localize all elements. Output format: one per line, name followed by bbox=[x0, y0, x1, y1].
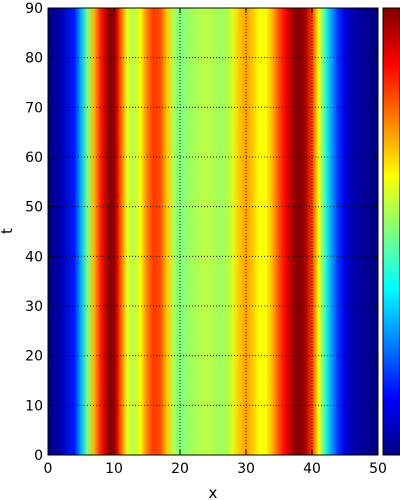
x-tick-label: 20 bbox=[171, 461, 189, 477]
y-tick-label: 50 bbox=[25, 200, 43, 216]
x-axis-label: x bbox=[209, 484, 218, 500]
y-tick-label: 20 bbox=[25, 349, 43, 365]
x-tick-label: 0 bbox=[44, 461, 53, 477]
y-axis-label: t bbox=[0, 228, 16, 234]
x-tick-label: 50 bbox=[369, 461, 387, 477]
axis-ticks: 0 10 20 30 40 50 0 10 20 30 40 50 60 70 80 90 bbox=[25, 1, 387, 477]
y-tick-label: 90 bbox=[25, 1, 43, 17]
colorbar bbox=[383, 8, 400, 455]
y-tick-label: 70 bbox=[25, 100, 43, 116]
heatmap-plot-area bbox=[48, 8, 378, 455]
y-tick-label: 80 bbox=[25, 51, 43, 67]
grid-lines bbox=[48, 8, 378, 455]
y-tick-label: 0 bbox=[34, 448, 43, 464]
x-tick-label: 10 bbox=[105, 461, 123, 477]
y-tick-label: 60 bbox=[25, 150, 43, 166]
plot-frame bbox=[47, 7, 379, 456]
x-tick-label: 30 bbox=[237, 461, 255, 477]
y-tick-label: 30 bbox=[25, 299, 43, 315]
y-tick-label: 40 bbox=[25, 249, 43, 265]
colorbar-frame bbox=[382, 7, 400, 456]
y-tick-label: 10 bbox=[25, 398, 43, 414]
x-tick-label: 40 bbox=[303, 461, 321, 477]
